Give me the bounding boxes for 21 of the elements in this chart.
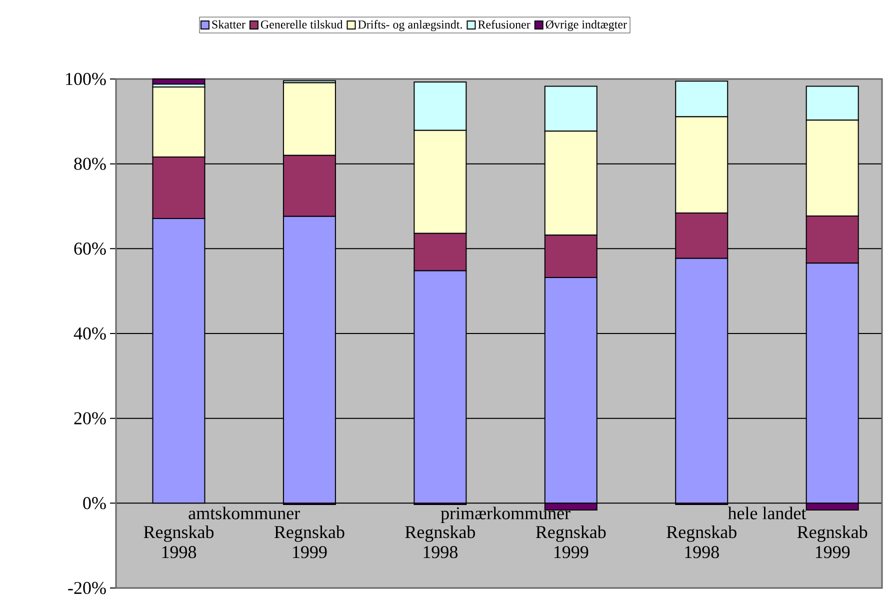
x-tick-label: Regnskab 1998 [405,526,475,558]
annotation: amtskommuner [188,506,300,520]
y-tick-label: -20% [68,582,106,594]
legend-label: Drifts- og anlægsindt. [358,20,462,32]
x-tick-label: Regnskab 1999 [536,526,606,558]
y-tick-label: 0% [83,497,106,510]
legend-label: Øvrige indtægter [546,20,627,32]
x-tick-label: Regnskab 1999 [274,526,344,558]
annotation: hele landet [728,506,806,520]
y-tick-label: 60% [74,242,106,255]
y-tick-label: 40% [74,327,106,340]
y-tick-label: 80% [74,158,106,170]
legend-label: Generelle tilskud [260,20,343,29]
x-tick-label: Regnskab 1998 [144,526,214,558]
y-tick-label: 20% [74,412,106,424]
x-tick-label: Regnskab 1998 [666,526,736,558]
legend-label: Refusioner [478,20,530,29]
legend-label: Skatter [212,20,246,29]
y-tick-label: 100% [66,72,106,86]
x-tick-label: Regnskab 1999 [797,526,868,558]
annotation: primærkommuner [440,506,570,523]
